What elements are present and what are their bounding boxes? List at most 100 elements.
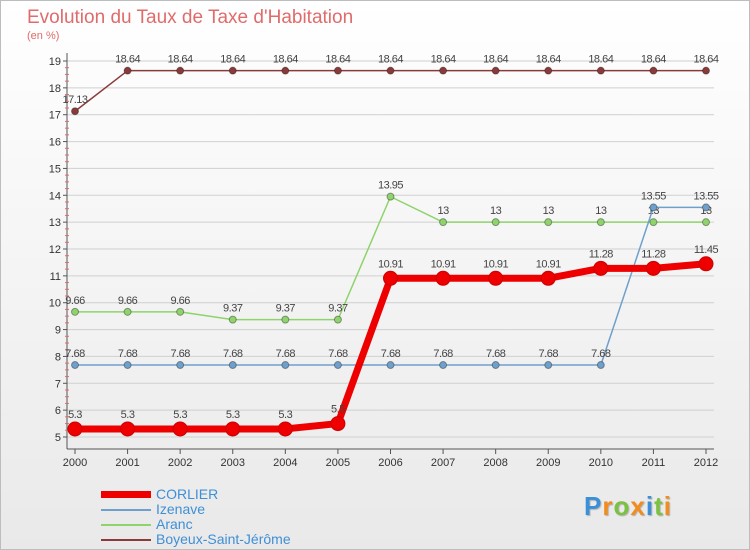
x-tick-label: 2005 (326, 457, 350, 469)
data-point (123, 361, 132, 370)
y-tick-label: 10 (49, 298, 61, 310)
data-point (333, 361, 342, 370)
data-label: 7.68 (328, 348, 348, 360)
data-label: 10.91 (378, 258, 403, 270)
data-point (281, 66, 290, 75)
y-tick-label: 11 (50, 271, 61, 283)
data-point (123, 66, 132, 75)
legend-item: Aranc (101, 516, 361, 532)
data-label: 5.3 (121, 409, 135, 421)
legend-swatch (101, 491, 151, 498)
data-point (386, 66, 395, 75)
data-point (71, 107, 79, 116)
legend-swatch (101, 509, 151, 511)
data-label: 13 (490, 205, 502, 217)
logo-letter: i (663, 491, 672, 521)
data-point (544, 66, 553, 75)
legend-swatch (101, 539, 151, 541)
x-tick-label: 2000 (63, 457, 87, 469)
y-tick-label: 12 (49, 244, 61, 256)
data-point (439, 361, 448, 370)
data-label: 18.64 (693, 54, 718, 66)
legend-label: Izenave (156, 501, 206, 517)
data-label: 7.68 (276, 348, 296, 360)
logo-letter: x (630, 491, 646, 521)
series-line (74, 69, 706, 112)
data-label: 18.64 (168, 54, 193, 66)
legend-item: Boyeux-Saint-Jérôme (101, 531, 361, 547)
data-label: 13.55 (693, 190, 718, 202)
x-tick-label: 2006 (378, 457, 402, 469)
chart-title: Evolution du Taux de Taxe d'Habitation (27, 7, 354, 28)
data-label: 11.45 (694, 244, 719, 256)
logo-letter: i (645, 491, 655, 521)
data-point (596, 218, 605, 227)
data-label: 18.64 (431, 54, 456, 66)
logo-letter: o (613, 491, 631, 521)
x-tick-label: 2002 (168, 457, 192, 469)
data-point (228, 315, 237, 324)
data-point (71, 361, 79, 370)
data-point (386, 361, 395, 370)
data-label: 9.37 (328, 303, 348, 315)
data-label: 7.68 (591, 348, 611, 360)
data-point (491, 66, 500, 75)
y-tick-label: 6 (55, 405, 61, 417)
chart-unit-label: (en %) (27, 30, 60, 42)
data-point (281, 361, 290, 370)
logo-letter: P (584, 491, 603, 521)
data-point (228, 66, 237, 75)
y-tick-label: 8 (55, 351, 61, 363)
data-label: 10.91 (483, 258, 508, 270)
data-label: 13 (595, 205, 607, 217)
data-label: 7.68 (223, 348, 243, 360)
data-point (333, 66, 342, 75)
data-label: 9.37 (276, 303, 296, 315)
data-point (67, 421, 83, 437)
data-point (277, 421, 293, 437)
data-point (649, 203, 658, 212)
y-tick-label: 16 (49, 137, 61, 149)
data-point (176, 361, 185, 370)
legend-label: Aranc (156, 516, 193, 532)
data-label: 7.68 (539, 348, 559, 360)
y-tick-label: 13 (49, 217, 61, 229)
data-point (698, 256, 714, 272)
data-label: 10.91 (536, 258, 561, 270)
data-point (702, 66, 710, 75)
data-point (386, 192, 395, 201)
x-tick-label: 2001 (115, 457, 139, 469)
data-point (439, 218, 448, 227)
data-point (71, 307, 79, 316)
x-tick-label: 2003 (221, 457, 245, 469)
data-point (176, 66, 185, 75)
y-tick-label: 19 (49, 56, 61, 68)
data-label: 18.64 (641, 54, 666, 66)
data-label: 18.64 (378, 54, 403, 66)
data-label: 5.3 (173, 409, 187, 421)
data-label: 13 (437, 205, 449, 217)
data-point (702, 203, 710, 212)
data-label: 7.68 (381, 348, 401, 360)
legend-item: CORLIER (101, 486, 361, 502)
data-point (435, 270, 451, 286)
chart-legend: CORLIER Izenave Aranc Boyeux-Saint-Jérôme (101, 486, 361, 547)
data-point (702, 218, 710, 227)
x-tick-label: 2011 (642, 457, 666, 469)
data-point (176, 307, 185, 316)
data-label: 13 (543, 205, 555, 217)
data-label: 10.91 (431, 258, 456, 270)
data-point (228, 361, 237, 370)
data-point (593, 260, 609, 276)
data-label: 13.95 (378, 180, 403, 192)
data-label: 18.64 (115, 54, 140, 66)
data-label: 18.64 (483, 54, 508, 66)
data-point (123, 307, 132, 316)
data-label: 7.68 (486, 348, 506, 360)
data-label: 7.68 (170, 348, 190, 360)
x-tick-label: 2007 (431, 457, 455, 469)
y-tick-label: 15 (49, 163, 61, 175)
data-label: 18.64 (273, 54, 298, 66)
legend-label: CORLIER (156, 486, 219, 502)
